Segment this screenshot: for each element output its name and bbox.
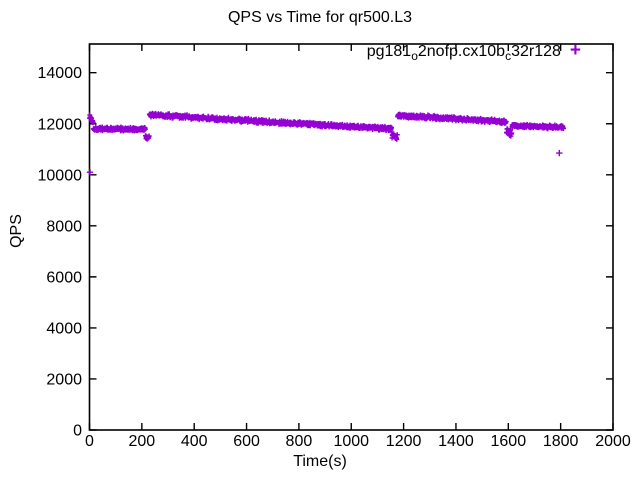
legend-label-part: 32r128 xyxy=(511,43,561,60)
legend: pg181o2nofp.cx10bc32r128 + xyxy=(366,40,581,64)
y-tick-label: 4000 xyxy=(46,320,82,337)
x-tick-label: 1200 xyxy=(386,433,422,450)
x-tick-label: 1600 xyxy=(491,433,527,450)
legend-label-subscript: o xyxy=(411,49,418,64)
y-tick-label: 0 xyxy=(73,423,82,440)
x-tick-label: 200 xyxy=(128,433,155,450)
chart-title: QPS vs Time for qr500.L3 xyxy=(227,9,413,26)
x-tick-label: 1400 xyxy=(438,433,474,450)
legend-label-part: 2nofp.cx10b xyxy=(417,43,506,60)
y-tick-label: 10000 xyxy=(38,167,83,184)
plot-border xyxy=(88,43,614,431)
x-tick-label: 600 xyxy=(233,433,260,450)
legend-label: pg181o2nofp.cx10bc32r128 xyxy=(366,43,561,64)
y-axis-label: QPS xyxy=(8,214,25,248)
y-tick-label: 8000 xyxy=(46,218,82,235)
x-tick-label: 1800 xyxy=(543,433,579,450)
data-points xyxy=(86,110,566,176)
legend-plus-marker-icon: + xyxy=(569,40,581,62)
axis-ticks xyxy=(88,44,614,431)
x-tick-label: 2000 xyxy=(595,433,631,450)
x-axis-label: Time(s) xyxy=(293,453,347,470)
legend-label-subscript: c xyxy=(505,49,512,64)
x-tick-label: 1000 xyxy=(333,433,369,450)
y-tick-label: 12000 xyxy=(38,116,83,133)
y-tick-label: 6000 xyxy=(46,269,82,286)
x-tick-label: 800 xyxy=(286,433,313,450)
legend-label-part: pg181 xyxy=(366,43,412,60)
x-tick-label: 0 xyxy=(85,433,94,450)
y-tick-label: 2000 xyxy=(46,371,82,388)
x-tick-label: 400 xyxy=(181,433,208,450)
y-tick-label: 14000 xyxy=(38,65,83,82)
